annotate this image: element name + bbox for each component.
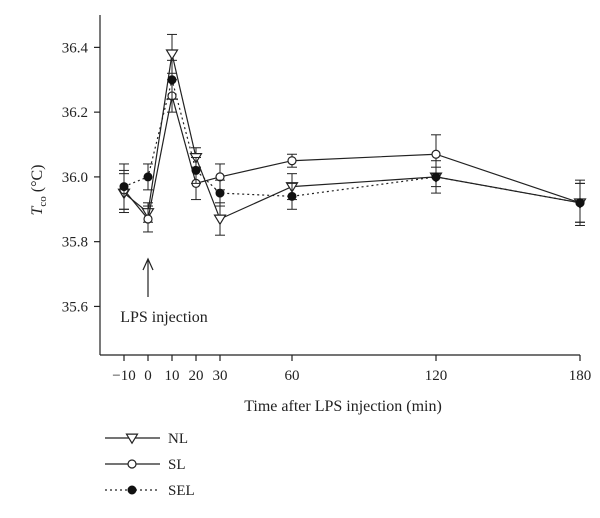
y-tick-label: 36.0 — [62, 170, 88, 186]
series-line-nl — [123, 53, 581, 220]
legend-marker-sel — [127, 485, 137, 495]
point-sel — [431, 172, 441, 182]
point-sel — [167, 75, 177, 85]
series-line-sl — [123, 95, 581, 221]
annotation-text: LPS injection — [120, 309, 208, 326]
y-label-main: T — [29, 206, 46, 216]
axes — [99, 15, 580, 356]
series-line-sel — [123, 79, 581, 204]
y-tick-label: 35.8 — [62, 235, 88, 251]
x-tick-label: 30 — [213, 368, 228, 384]
x-tick-label: 20 — [189, 368, 204, 384]
legend-marker-nl — [125, 433, 139, 445]
x-tick-label: 60 — [285, 368, 300, 384]
point-nl — [213, 214, 227, 226]
x-tick-label: 180 — [569, 368, 592, 384]
point-nl — [165, 49, 179, 61]
x-tick-label: 10 — [165, 368, 180, 384]
x-tick-label: 120 — [425, 368, 448, 384]
point-sl — [431, 149, 441, 159]
x-axis-label: Time after LPS injection (min) — [244, 398, 442, 415]
point-sel — [143, 172, 153, 182]
y-tick-label: 36.4 — [62, 40, 89, 56]
series-sl — [119, 79, 585, 233]
legend-label-sl: SL — [168, 457, 186, 473]
y-label-unit: (°C) — [29, 164, 46, 196]
legend-label-nl: NL — [168, 431, 188, 447]
y-tick-label: 35.6 — [62, 299, 89, 315]
x-tick-label: 0 — [144, 368, 152, 384]
y-label-sub: co — [37, 196, 49, 207]
point-sel — [287, 191, 297, 201]
series-nl — [117, 33, 587, 236]
point-sl — [143, 214, 153, 224]
legend-marker-sl — [127, 459, 137, 469]
x-tick-label: −10 — [112, 368, 135, 384]
point-sl — [287, 156, 297, 166]
y-tick-label: 36.2 — [62, 105, 88, 121]
legend: NL SL SEL — [105, 431, 195, 499]
series-sel — [119, 59, 585, 223]
point-sel — [215, 188, 225, 198]
y-axis-label: Tco (°C) — [29, 164, 49, 215]
lps-annotation: LPS injection — [120, 257, 208, 326]
x-ticks: −10 0 10 20 30 60 120 180 — [112, 355, 591, 384]
point-sel — [191, 165, 201, 175]
point-sel — [119, 182, 129, 192]
point-sel — [575, 198, 585, 208]
series-layer — [117, 33, 587, 236]
annotation-arrow-head — [142, 257, 154, 271]
legend-label-sel: SEL — [168, 483, 195, 499]
y-ticks: 35.6 35.8 36.0 36.2 36.4 — [62, 40, 100, 315]
